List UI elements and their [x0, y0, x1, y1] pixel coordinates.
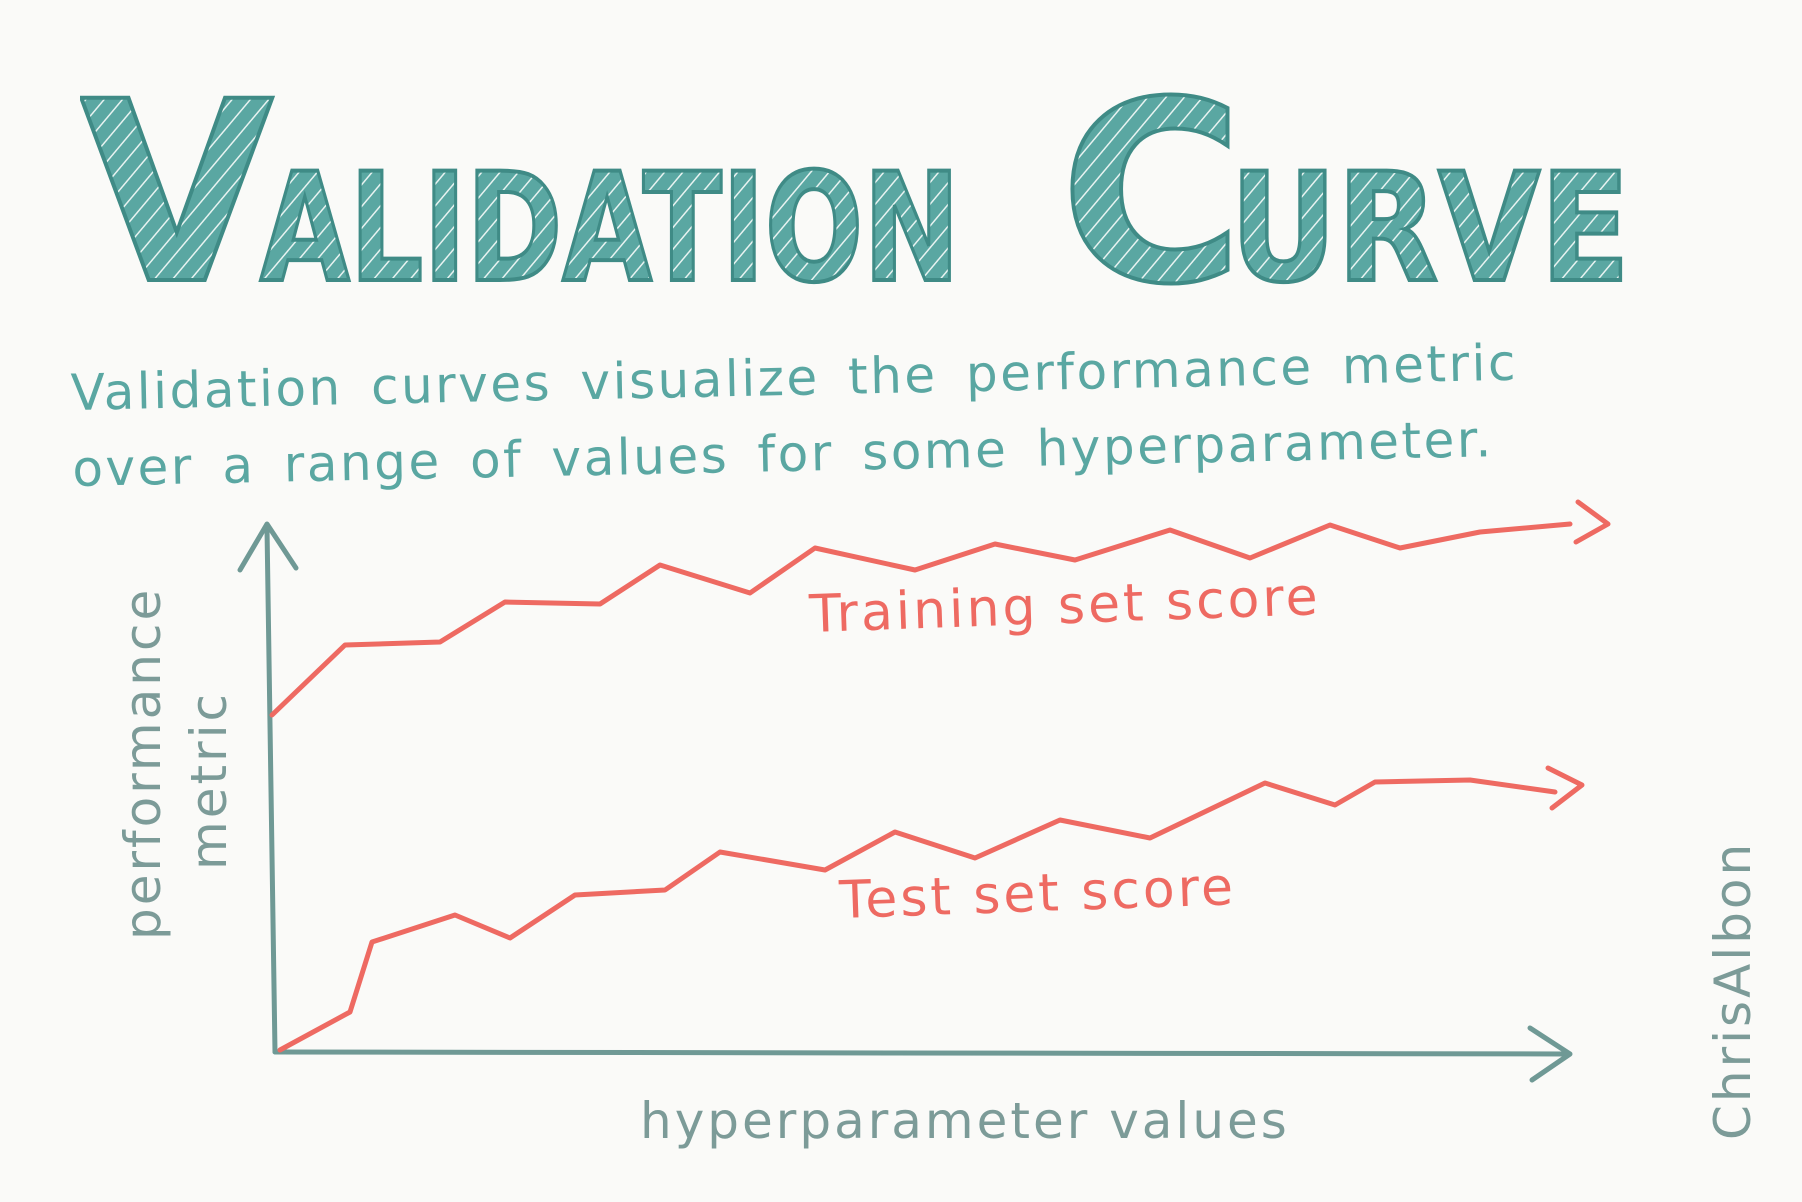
title-word-2-rest: URVE — [1230, 142, 1630, 316]
test-score-curve — [277, 777, 1558, 1053]
title-graphic: V ALIDATION C URVE — [80, 46, 1632, 330]
training-score-curve — [269, 521, 1573, 718]
test-set-score-label: Test set score — [837, 857, 1237, 931]
y-axis-label-line-1: performance — [114, 587, 172, 940]
author-signature: ChrisAlbon — [1704, 841, 1762, 1140]
test-curve-arrowhead — [1545, 765, 1585, 811]
title-word-2-initial: C — [1060, 48, 1243, 330]
title: V ALIDATION C URVE — [80, 40, 1640, 330]
x-axis-arrowhead — [1527, 1025, 1573, 1083]
x-axis — [272, 1049, 1571, 1057]
title-word-1-rest: ALIDATION — [260, 142, 960, 316]
x-axis-label: hyperparameter values — [640, 1092, 1290, 1150]
y-axis-label-line-2: metric — [180, 691, 238, 870]
title-word-1-initial: V — [80, 48, 273, 330]
y-axis-arrowhead — [237, 521, 299, 573]
training-set-score-label: Training set score — [807, 567, 1321, 645]
description: Validation curves visualize the performa… — [70, 322, 1633, 507]
y-axis — [264, 525, 278, 1055]
training-curve-arrowhead — [1573, 499, 1611, 545]
